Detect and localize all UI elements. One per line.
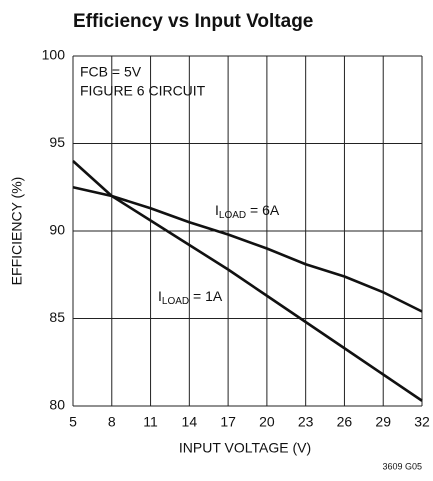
- series-label-part: I: [158, 288, 162, 304]
- annotation: FIGURE 6 CIRCUIT: [80, 83, 206, 99]
- x-tick-label: 20: [259, 414, 275, 430]
- x-tick-label: 11: [143, 414, 158, 430]
- x-tick-label: 23: [298, 414, 314, 430]
- x-axis-label: INPUT VOLTAGE (V): [179, 440, 311, 456]
- series-label: ILOAD = 1A: [158, 288, 223, 307]
- y-tick-label: 100: [42, 47, 66, 63]
- y-tick-label: 95: [49, 134, 65, 150]
- series-label-part: I: [215, 202, 219, 218]
- x-tick-label: 5: [69, 414, 77, 430]
- annotation: FCB = 5V: [80, 64, 142, 80]
- x-tick-label: 14: [182, 414, 198, 430]
- series-line: [72, 185, 423, 313]
- series-label-part: LOAD: [162, 296, 189, 307]
- figure-note: 3609 G05: [382, 461, 422, 471]
- y-tick-label: 85: [49, 309, 65, 325]
- y-axis-label: EFFICIENCY (%): [9, 177, 25, 286]
- series-label-part: LOAD: [219, 210, 246, 221]
- series-label: ILOAD = 6A: [215, 202, 280, 221]
- x-tick-label: 32: [414, 414, 430, 430]
- x-tick-label: 8: [108, 414, 116, 430]
- x-tick-label: 17: [220, 414, 236, 430]
- series-label-part: = 1A: [189, 288, 223, 304]
- y-tick-label: 80: [49, 397, 65, 413]
- x-tick-label: 26: [337, 414, 353, 430]
- chart-title: Efficiency vs Input Voltage: [73, 11, 313, 32]
- series-label-part: = 6A: [246, 202, 280, 218]
- series-line: [72, 160, 423, 402]
- y-tick-label: 90: [49, 222, 65, 238]
- x-tick-label: 29: [375, 414, 391, 430]
